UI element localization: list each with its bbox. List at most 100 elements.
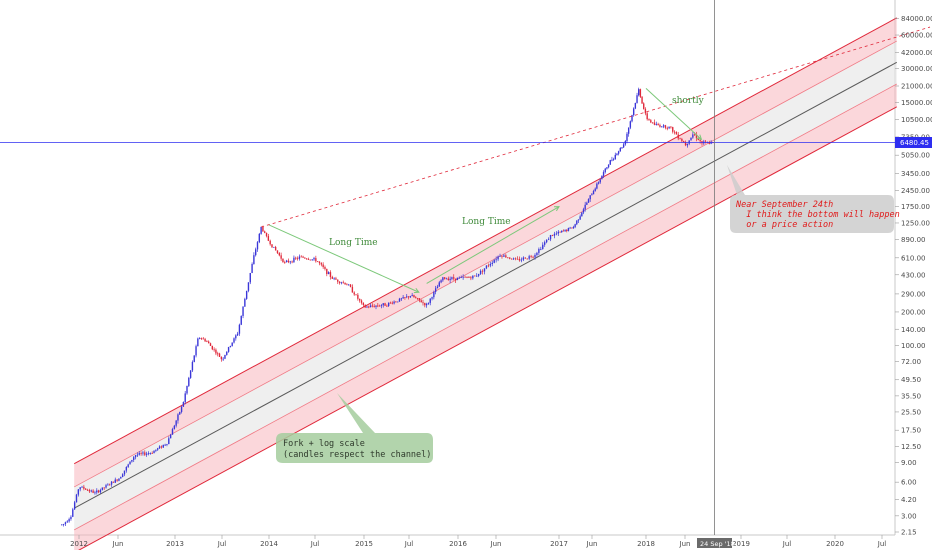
candle-body — [666, 127, 668, 129]
candle-body — [472, 275, 474, 279]
candle-body — [373, 306, 375, 307]
time-tick-label: 2018 — [637, 540, 655, 548]
candle-body — [215, 349, 217, 354]
price-tick-label: 12.50 — [901, 443, 921, 451]
price-tick-label: 35.50 — [901, 392, 921, 400]
candle-body — [393, 301, 395, 304]
candle-body — [464, 276, 466, 278]
candle-body — [169, 434, 172, 439]
candle-body — [300, 256, 302, 258]
price-tick-label: 10500.00 — [901, 116, 932, 124]
candle-body — [168, 438, 170, 445]
candle-body — [269, 240, 271, 245]
candle-body — [581, 212, 583, 217]
price-tick-label: 140.00 — [901, 326, 926, 334]
candle-body — [227, 347, 230, 352]
candle-body — [142, 452, 144, 454]
candles-layer — [61, 87, 714, 527]
candle-body — [670, 126, 672, 128]
candle-body — [72, 509, 74, 517]
candle-body — [664, 125, 667, 128]
candle-body — [64, 522, 67, 525]
time-tick-label: 2014 — [260, 540, 278, 548]
pitchfork-channel — [73, 17, 897, 550]
time-tick-label: 2015 — [355, 540, 373, 548]
time-tick-label: Jul — [877, 540, 887, 548]
time-axis[interactable]: 2012 Jun 2013 Jul 2014 Jul 2015 Jul 2016 Jun 2017 J… — [70, 535, 886, 548]
candle-body — [147, 453, 150, 455]
candle-body — [229, 345, 232, 348]
candle-body — [621, 147, 623, 149]
channel-median-line — [73, 61, 897, 509]
candle-body — [612, 159, 615, 160]
channel-upper-line — [73, 17, 897, 465]
bottom-note-line-2: I think the bottom will happen — [736, 210, 900, 220]
candle-body — [68, 519, 70, 522]
time-tick-label: Jul — [782, 540, 792, 548]
candle-body — [364, 304, 366, 308]
price-tick-label: 3.00 — [901, 512, 917, 520]
cursor-price-label: 6480.45 — [900, 139, 929, 147]
candle-body — [646, 113, 648, 120]
candle-body — [101, 487, 104, 490]
price-tick-label: 72.00 — [901, 358, 921, 366]
candle-body — [507, 257, 509, 259]
candle-body — [601, 175, 603, 180]
candle-body — [327, 272, 330, 275]
candle-body — [96, 490, 98, 493]
candle-body — [83, 486, 85, 489]
candle-body — [311, 259, 313, 261]
candle-body — [244, 298, 246, 307]
fork-note-line-2: (candles respect the channel) — [283, 450, 431, 460]
candle-body — [251, 263, 253, 273]
candle-body — [238, 324, 241, 334]
annotations-layer: Fork + log scale (candles respect the ch… — [276, 96, 900, 463]
candle-body — [562, 230, 565, 232]
candle-body — [553, 233, 556, 236]
candle-body — [271, 244, 273, 248]
candle-body — [468, 277, 470, 278]
candle-body — [184, 393, 186, 403]
candle-body — [197, 338, 199, 347]
candle-body — [442, 277, 444, 281]
candle-body — [375, 305, 377, 307]
candle-body — [284, 262, 286, 263]
candle-body — [73, 502, 76, 510]
price-tick-label: 890.00 — [901, 236, 926, 244]
candle-body — [520, 259, 523, 261]
candle-body — [61, 524, 63, 526]
candle-body — [596, 183, 598, 189]
candle-body — [584, 204, 586, 210]
time-tick-label: Jun — [679, 540, 691, 548]
candle-body — [353, 292, 355, 295]
candle-body — [110, 481, 113, 485]
candle-body — [371, 305, 374, 307]
candle-body — [429, 298, 431, 303]
candle-body — [145, 453, 148, 455]
candle-body — [160, 446, 163, 448]
candle-body — [278, 253, 281, 256]
candle-body — [571, 227, 573, 229]
price-tick-label: 200.00 — [901, 308, 926, 316]
candle-body — [377, 305, 379, 307]
fork-callout-box — [276, 393, 433, 463]
candle-body — [592, 191, 595, 195]
candle-body — [561, 230, 563, 233]
price-tick-label: 15000.00 — [901, 99, 932, 107]
candle-body — [611, 159, 613, 161]
candle-body — [657, 123, 659, 126]
candle-body — [526, 258, 528, 260]
candle-body — [474, 275, 476, 277]
candle-body — [342, 282, 344, 284]
dashed-upper-trendline — [261, 26, 931, 228]
time-tick-label: 2017 — [550, 540, 568, 548]
candle-body — [567, 228, 570, 231]
candle-body — [704, 141, 707, 143]
candle-body — [349, 284, 352, 287]
price-axis[interactable]: 84000.00 60000.00 42000.00 30000.00 21000.00… — [895, 15, 932, 537]
candle-body — [619, 148, 622, 152]
candle-body — [331, 276, 333, 279]
candle-body — [636, 95, 638, 103]
